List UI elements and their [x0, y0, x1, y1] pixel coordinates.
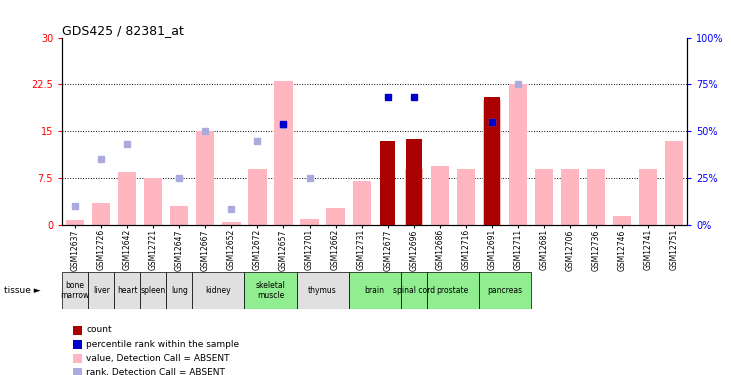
Text: GDS425 / 82381_at: GDS425 / 82381_at — [62, 24, 184, 38]
Text: spleen: spleen — [140, 286, 166, 295]
Text: count: count — [86, 326, 112, 334]
Bar — [613, 216, 631, 225]
Bar — [118, 172, 137, 225]
Bar — [380, 141, 395, 225]
Bar — [274, 81, 292, 225]
Bar — [92, 203, 110, 225]
Bar — [140, 272, 167, 309]
Text: rank, Detection Call = ABSENT: rank, Detection Call = ABSENT — [86, 368, 225, 375]
Bar — [88, 272, 114, 309]
Bar — [192, 272, 244, 309]
Text: percentile rank within the sample: percentile rank within the sample — [86, 340, 239, 349]
Bar — [222, 222, 240, 225]
Text: brain: brain — [365, 286, 385, 295]
Bar — [196, 131, 214, 225]
Bar — [665, 141, 683, 225]
Bar — [427, 272, 479, 309]
Bar — [587, 169, 605, 225]
Bar — [244, 272, 297, 309]
Bar — [62, 272, 88, 309]
Bar — [66, 220, 84, 225]
Bar — [167, 272, 192, 309]
Bar — [639, 169, 657, 225]
Bar — [457, 169, 475, 225]
Bar — [144, 178, 162, 225]
Bar — [300, 219, 319, 225]
Bar — [404, 169, 423, 225]
Bar — [352, 181, 371, 225]
Bar — [349, 272, 401, 309]
Bar — [401, 272, 427, 309]
Text: skeletal
muscle: skeletal muscle — [256, 281, 285, 300]
Text: kidney: kidney — [205, 286, 231, 295]
Bar — [479, 272, 531, 309]
Bar — [484, 97, 500, 225]
Text: tissue ►: tissue ► — [4, 286, 40, 295]
Text: heart: heart — [117, 286, 137, 295]
Text: thymus: thymus — [308, 286, 337, 295]
Text: value, Detection Call = ABSENT: value, Detection Call = ABSENT — [86, 354, 230, 363]
Bar — [297, 272, 349, 309]
Bar — [535, 169, 553, 225]
Bar — [482, 100, 501, 225]
Text: spinal cord: spinal cord — [393, 286, 435, 295]
Bar — [406, 139, 422, 225]
Bar — [170, 206, 189, 225]
Text: liver: liver — [93, 286, 110, 295]
Bar — [327, 207, 345, 225]
Text: lung: lung — [171, 286, 188, 295]
Bar — [509, 84, 527, 225]
Text: pancreas: pancreas — [488, 286, 523, 295]
Bar — [431, 166, 449, 225]
Bar — [561, 169, 579, 225]
Bar — [249, 169, 267, 225]
Text: prostate: prostate — [436, 286, 469, 295]
Text: bone
marrow: bone marrow — [61, 281, 90, 300]
Bar — [114, 272, 140, 309]
